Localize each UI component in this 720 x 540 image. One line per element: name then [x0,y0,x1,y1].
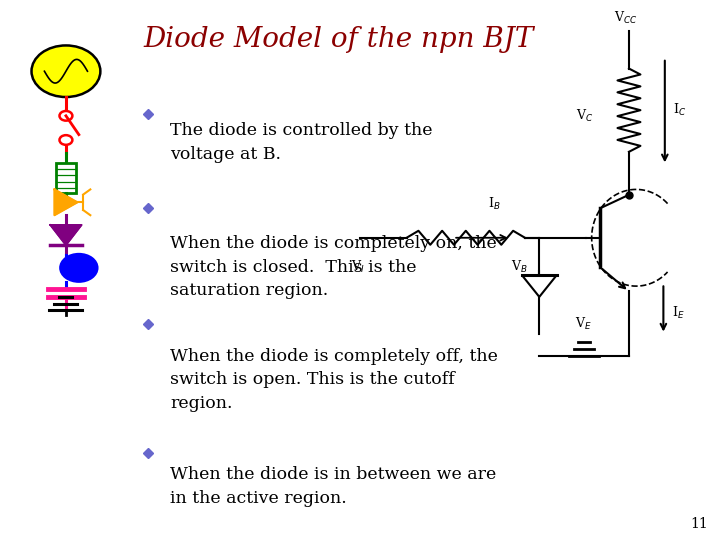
Text: V$_I$: V$_I$ [351,259,365,275]
Text: When the diode is completely off, the
switch is open. This is the cutoff
region.: When the diode is completely off, the sw… [170,348,498,412]
Polygon shape [522,275,557,297]
Text: When the diode is completely on, the
switch is closed.  This is the
saturation r: When the diode is completely on, the swi… [170,235,497,299]
Text: V$_C$: V$_C$ [576,107,593,124]
Text: 11: 11 [690,517,708,531]
Polygon shape [55,190,78,215]
Text: I$_B$: I$_B$ [488,196,500,212]
Text: V$_B$: V$_B$ [511,259,528,275]
Circle shape [60,135,73,145]
Text: I$_E$: I$_E$ [672,305,685,321]
Circle shape [60,254,97,282]
Text: V$_{CC}$: V$_{CC}$ [613,10,637,25]
Text: I$_C$: I$_C$ [673,102,687,118]
Circle shape [60,111,73,120]
Text: V$_E$: V$_E$ [575,316,592,332]
Text: When the diode is in between we are
in the active region.: When the diode is in between we are in t… [170,466,496,507]
Circle shape [32,45,100,97]
Polygon shape [50,225,81,245]
Bar [56,163,76,193]
Text: Diode Model of the npn BJT: Diode Model of the npn BJT [143,25,534,52]
Text: The diode is controlled by the
voltage at B.: The diode is controlled by the voltage a… [170,122,433,163]
